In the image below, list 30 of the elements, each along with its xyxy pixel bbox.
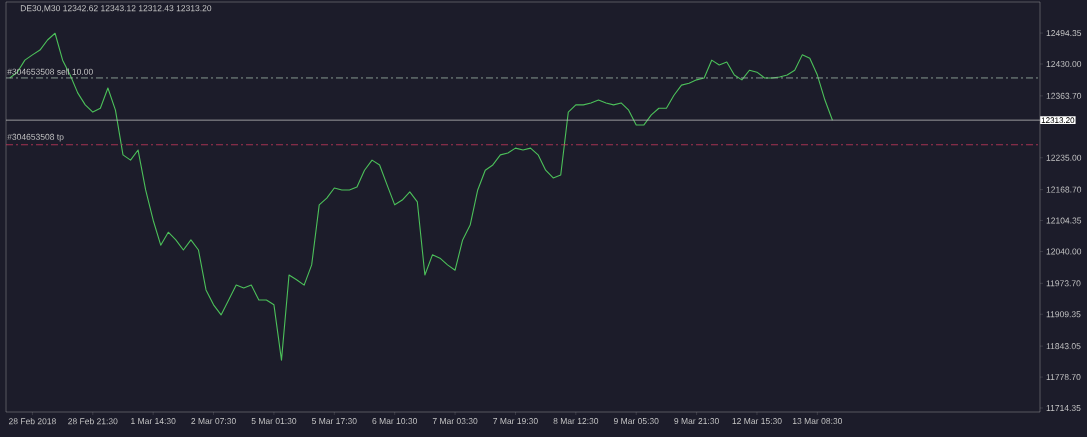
chart-title: DE30,M30 12342.62 12343.12 12312.43 12313.20	[20, 5, 212, 13]
x-tick-label: 28 Feb 21:30	[68, 418, 118, 425]
x-tick-label: 5 Mar 01:30	[251, 418, 297, 425]
x-tick-label: 9 Mar 05:30	[613, 418, 659, 425]
y-tick-label: 11909.35	[1046, 311, 1081, 318]
ref-line-label: #304653508 tp	[7, 133, 64, 142]
x-tick-label: 1 Mar 14:30	[131, 418, 176, 425]
y-tick-label: 12494.35	[1046, 30, 1082, 37]
x-tick-label: 7 Mar 03:30	[432, 418, 478, 425]
x-tick-label: 9 Mar 21:30	[674, 418, 719, 425]
y-tick-label: 11973.70	[1046, 280, 1081, 287]
x-tick-label: 6 Mar 10:30	[372, 418, 418, 425]
x-tick-label: 13 Mar 08:30	[792, 418, 843, 425]
y-tick-label: 11714.35	[1046, 404, 1081, 411]
x-tick-label: 5 Mar 17:30	[311, 418, 357, 425]
y-tick-label: 12040.00	[1046, 248, 1082, 255]
x-tick-label: 28 Feb 2018	[8, 418, 56, 425]
x-tick-label: 12 Mar 15:30	[732, 418, 782, 425]
y-tick-label: 12168.70	[1046, 186, 1082, 193]
y-tick-label: 12430.00	[1046, 60, 1082, 68]
y-tick-label: 12363.70	[1046, 92, 1082, 99]
y-tick-label: 12104.35	[1046, 217, 1082, 224]
x-tick-label: 2 Mar 07:30	[191, 418, 236, 425]
y-tick-label: 11843.05	[1046, 343, 1081, 350]
x-tick-label: 8 Mar 12:30	[553, 418, 599, 425]
x-tick-label: 7 Mar 19:30	[493, 418, 538, 425]
y-tick-label: 11778.70	[1046, 374, 1081, 381]
line-series	[9, 32, 833, 361]
y-tick-label: 12235.00	[1046, 154, 1082, 161]
ref-line-label: 12313.20	[1041, 117, 1075, 123]
